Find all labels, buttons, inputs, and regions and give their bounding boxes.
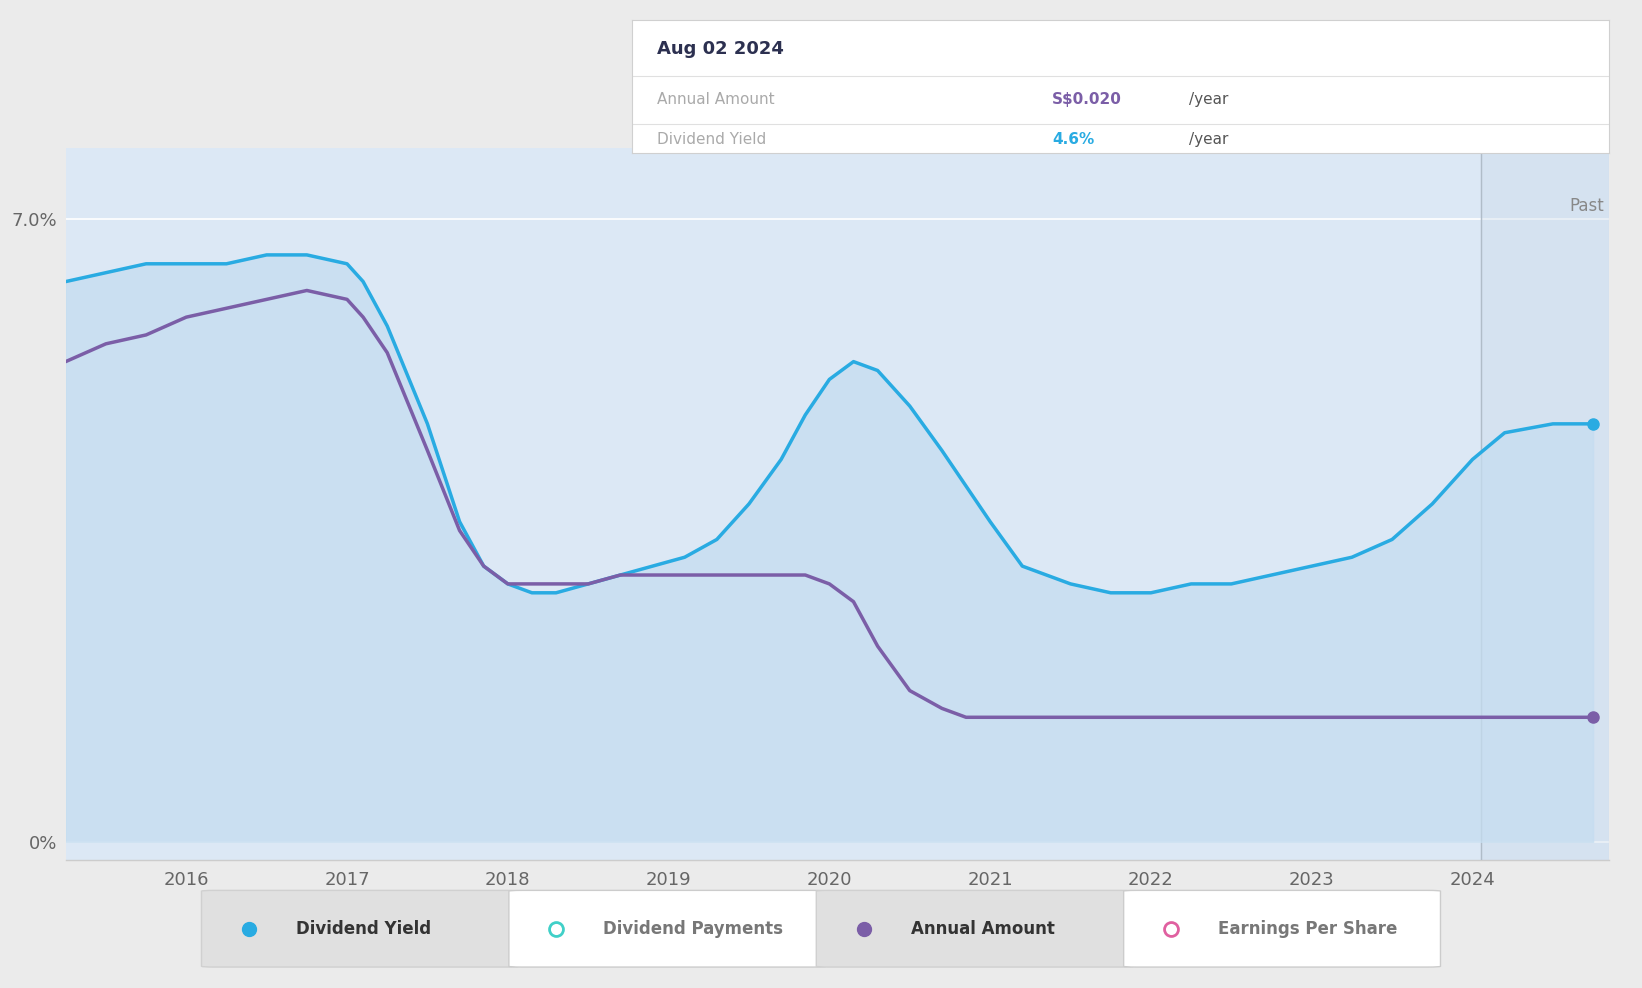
Text: Past: Past <box>1570 197 1604 214</box>
Text: 4.6%: 4.6% <box>1053 132 1095 147</box>
Text: Annual Amount: Annual Amount <box>911 920 1054 938</box>
Text: /year: /year <box>1189 92 1228 108</box>
FancyBboxPatch shape <box>1123 890 1440 967</box>
Text: Annual Amount: Annual Amount <box>657 92 775 108</box>
Bar <box>1481 148 1609 860</box>
FancyBboxPatch shape <box>816 890 1133 967</box>
FancyBboxPatch shape <box>509 890 826 967</box>
Text: Earnings Per Share: Earnings Per Share <box>1218 920 1397 938</box>
Text: Aug 02 2024: Aug 02 2024 <box>657 41 783 58</box>
Text: Dividend Yield: Dividend Yield <box>657 132 765 147</box>
Text: S$0.020: S$0.020 <box>1053 92 1121 108</box>
FancyBboxPatch shape <box>202 890 519 967</box>
Text: /year: /year <box>1189 132 1228 147</box>
Text: Dividend Yield: Dividend Yield <box>296 920 432 938</box>
Text: Dividend Payments: Dividend Payments <box>604 920 783 938</box>
